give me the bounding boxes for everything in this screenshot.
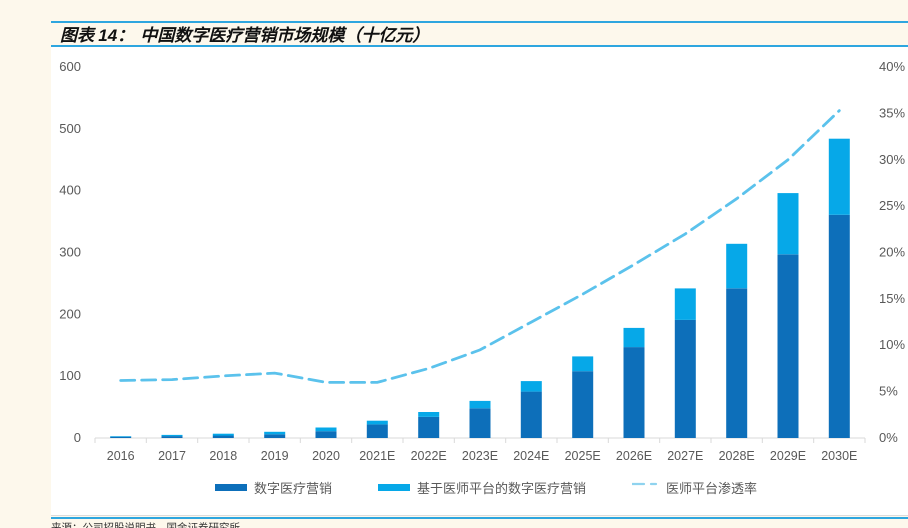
svg-text:2027E: 2027E — [667, 449, 703, 463]
svg-text:2029E: 2029E — [770, 449, 806, 463]
svg-text:35%: 35% — [879, 105, 905, 120]
svg-text:15%: 15% — [879, 291, 905, 306]
svg-text:2026E: 2026E — [616, 449, 652, 463]
svg-text:400: 400 — [59, 183, 81, 198]
svg-text:5%: 5% — [879, 384, 898, 399]
svg-text:2022E: 2022E — [411, 449, 447, 463]
svg-text:30%: 30% — [879, 152, 905, 167]
svg-text:2024E: 2024E — [513, 449, 549, 463]
svg-text:2017: 2017 — [158, 449, 186, 463]
svg-text:40%: 40% — [879, 59, 905, 74]
svg-text:2030E: 2030E — [821, 449, 857, 463]
svg-text:500: 500 — [59, 121, 81, 136]
svg-text:2025E: 2025E — [565, 449, 601, 463]
svg-text:200: 200 — [59, 306, 81, 321]
svg-text:100: 100 — [59, 368, 81, 383]
svg-text:2018: 2018 — [209, 449, 237, 463]
svg-text:2016: 2016 — [107, 449, 135, 463]
svg-text:600: 600 — [59, 59, 81, 74]
svg-text:0%: 0% — [879, 430, 898, 445]
svg-text:25%: 25% — [879, 198, 905, 213]
svg-text:20%: 20% — [879, 245, 905, 260]
svg-text:300: 300 — [59, 245, 81, 260]
svg-text:10%: 10% — [879, 337, 905, 352]
svg-text:2019: 2019 — [261, 449, 289, 463]
svg-text:2028E: 2028E — [719, 449, 755, 463]
svg-text:2023E: 2023E — [462, 449, 498, 463]
svg-text:2020: 2020 — [312, 449, 340, 463]
svg-text:2021E: 2021E — [359, 449, 395, 463]
svg-text:0: 0 — [74, 430, 81, 445]
